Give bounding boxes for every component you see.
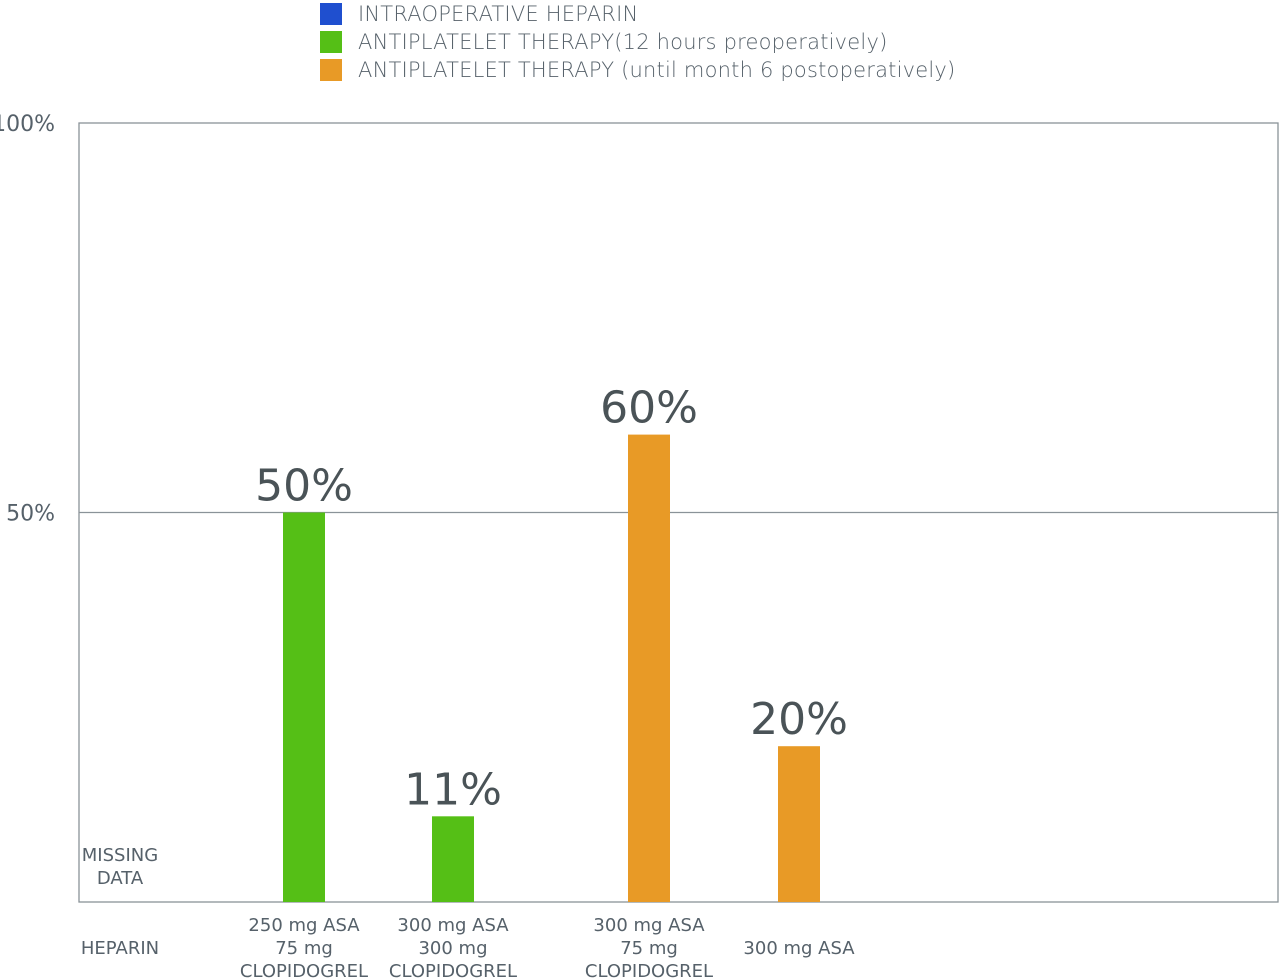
missing-data-label: DATA	[97, 868, 144, 889]
bar-value-label: 11%	[404, 764, 502, 815]
legend-swatch-antiplatelet-postop	[320, 59, 342, 81]
x-category-label: 250 mg ASA	[248, 915, 360, 936]
legend-label-antiplatelet-preop: ANTIPLATELET THERAPY(12 hours preoperati…	[358, 30, 888, 54]
x-category-label: CLOPIDOGREL	[585, 961, 713, 978]
bar-0	[283, 512, 325, 902]
legend-item-antiplatelet-preop: ANTIPLATELET THERAPY(12 hours preoperati…	[320, 28, 955, 56]
x-category-label: 300 mg ASA	[743, 938, 855, 959]
bar-1	[432, 816, 474, 902]
bar-3	[778, 746, 820, 902]
x-category-label: CLOPIDOGREL	[389, 961, 517, 978]
legend-item-antiplatelet-postop: ANTIPLATELET THERAPY (until month 6 post…	[320, 56, 955, 84]
x-category-label: 75 mg	[620, 938, 678, 959]
y-tick-label: 100%	[0, 112, 55, 137]
bar-value-label: 60%	[600, 383, 698, 434]
legend-swatch-antiplatelet-preop	[320, 31, 342, 53]
x-category-label: 75 mg	[275, 938, 333, 959]
chart-legend: INTRAOPERATIVE HEPARIN ANTIPLATELET THER…	[320, 0, 955, 84]
missing-data-label: MISSING	[82, 845, 158, 866]
bar-2	[628, 434, 670, 902]
x-category-label: HEPARIN	[81, 938, 159, 959]
x-category-label: 300 mg ASA	[397, 915, 509, 936]
x-category-label: CLOPIDOGREL	[240, 961, 368, 978]
x-category-label: 300 mg ASA	[593, 915, 705, 936]
legend-label-heparin: INTRAOPERATIVE HEPARIN	[358, 2, 639, 26]
y-tick-label: 50%	[6, 502, 55, 527]
bar-value-label: 50%	[255, 461, 353, 512]
legend-item-heparin: INTRAOPERATIVE HEPARIN	[320, 0, 955, 28]
bar-value-label: 20%	[750, 694, 848, 745]
x-category-label: 300 mg	[418, 938, 487, 959]
legend-swatch-heparin	[320, 3, 342, 25]
legend-label-antiplatelet-postop: ANTIPLATELET THERAPY (until month 6 post…	[358, 58, 956, 82]
